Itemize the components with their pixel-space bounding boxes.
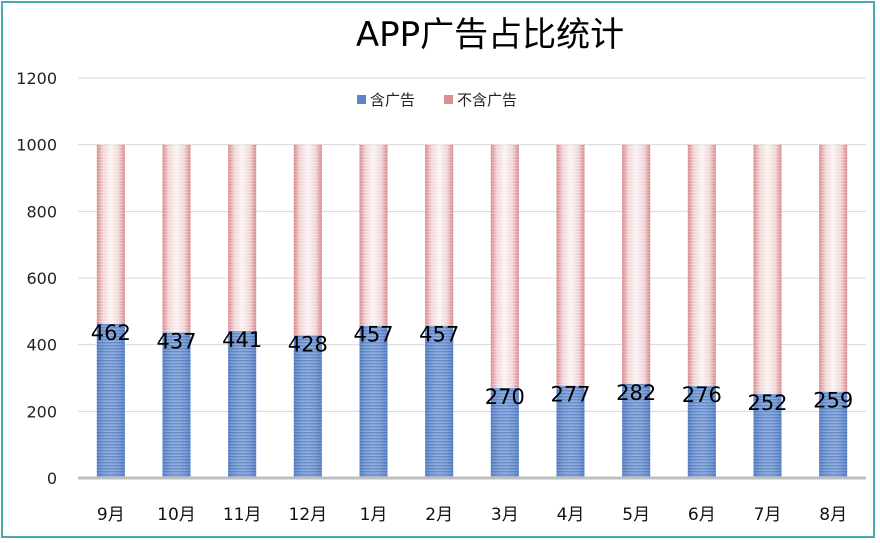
bar-with-ads-shade <box>96 324 125 478</box>
y-tick-label: 200 <box>26 402 57 421</box>
data-label: 277 <box>550 383 590 407</box>
bar-with-ads-shade <box>228 331 257 478</box>
bar-with-ads-shade <box>293 335 322 478</box>
data-label: 441 <box>222 328 262 352</box>
bar-without-ads-texture <box>687 144 716 386</box>
x-axis: 9月 10月 11月 12月 1月 2月 3月 4月 5月 6月 7月 8月 <box>78 476 866 525</box>
legend-swatch-with-ads <box>357 95 366 104</box>
legend: 含广告 不含广告 <box>357 91 517 109</box>
x-tick-label: 4月 <box>557 505 585 525</box>
data-labels: 462 437 441 428 457 457 270 277 282 276 252 259 <box>91 321 853 415</box>
bar-with-ads-shade <box>425 325 454 478</box>
legend-label-with-ads: 含广告 <box>370 91 415 109</box>
x-tick-label: 7月 <box>754 505 782 525</box>
legend-swatch-without-ads <box>444 95 453 104</box>
y-tick-label: 1000 <box>16 136 57 155</box>
bar-without-ads-texture <box>96 144 125 324</box>
bar-without-ads-texture <box>359 144 388 326</box>
x-tick-label: 5月 <box>622 505 650 525</box>
bar-with-ads-shade <box>162 332 191 478</box>
bar-with-ads-shade <box>753 394 782 478</box>
y-axis: 0 200 400 600 800 1000 1200 <box>16 69 57 488</box>
x-tick-label: 2月 <box>425 505 453 525</box>
data-label: 276 <box>682 383 722 407</box>
x-tick-label: 3月 <box>491 505 519 525</box>
data-label: 270 <box>485 385 525 409</box>
x-tick-label: 12月 <box>289 505 328 525</box>
x-tick-label: 1月 <box>360 505 388 525</box>
y-tick-label: 600 <box>26 269 57 288</box>
gridlines <box>78 77 866 412</box>
y-tick-label: 400 <box>26 336 57 355</box>
bar-without-ads-texture <box>162 144 191 333</box>
bar-without-ads-texture <box>293 144 322 336</box>
bar-without-ads-texture <box>819 144 848 392</box>
data-label: 457 <box>419 323 459 347</box>
legend-label-without-ads: 不含广告 <box>457 91 517 109</box>
x-tick-label: 6月 <box>688 505 716 525</box>
x-tick-label: 9月 <box>97 505 125 525</box>
bars <box>96 144 848 478</box>
data-label: 252 <box>747 391 787 415</box>
y-tick-label: 0 <box>47 469 57 488</box>
x-tick-label: 8月 <box>819 505 847 525</box>
bar-without-ads-texture <box>622 144 651 384</box>
y-tick-label: 800 <box>26 202 57 221</box>
data-label: 462 <box>91 321 131 345</box>
bar-with-ads-shade <box>490 388 519 478</box>
bar-with-ads-shade <box>359 325 388 478</box>
bar-with-ads-shade <box>687 386 716 478</box>
x-tick-label: 11月 <box>223 505 262 525</box>
bar-with-ads-shade <box>622 384 651 478</box>
bar-without-ads-texture <box>425 144 454 326</box>
bar-without-ads-texture <box>556 144 585 386</box>
data-label: 282 <box>616 381 656 405</box>
bar-without-ads-texture <box>490 144 519 388</box>
data-label: 437 <box>156 329 196 353</box>
data-label: 259 <box>813 389 853 413</box>
y-tick-label: 1200 <box>16 69 57 88</box>
x-tick-label: 10月 <box>157 505 196 525</box>
data-label: 457 <box>353 323 393 347</box>
bar-without-ads-texture <box>753 144 782 394</box>
bar-with-ads-shade <box>819 391 848 478</box>
bar-without-ads-texture <box>228 144 257 331</box>
data-label: 428 <box>288 332 328 356</box>
chart-title: APP广告占比统计 <box>356 15 624 55</box>
bar-with-ads-shade <box>556 385 585 478</box>
